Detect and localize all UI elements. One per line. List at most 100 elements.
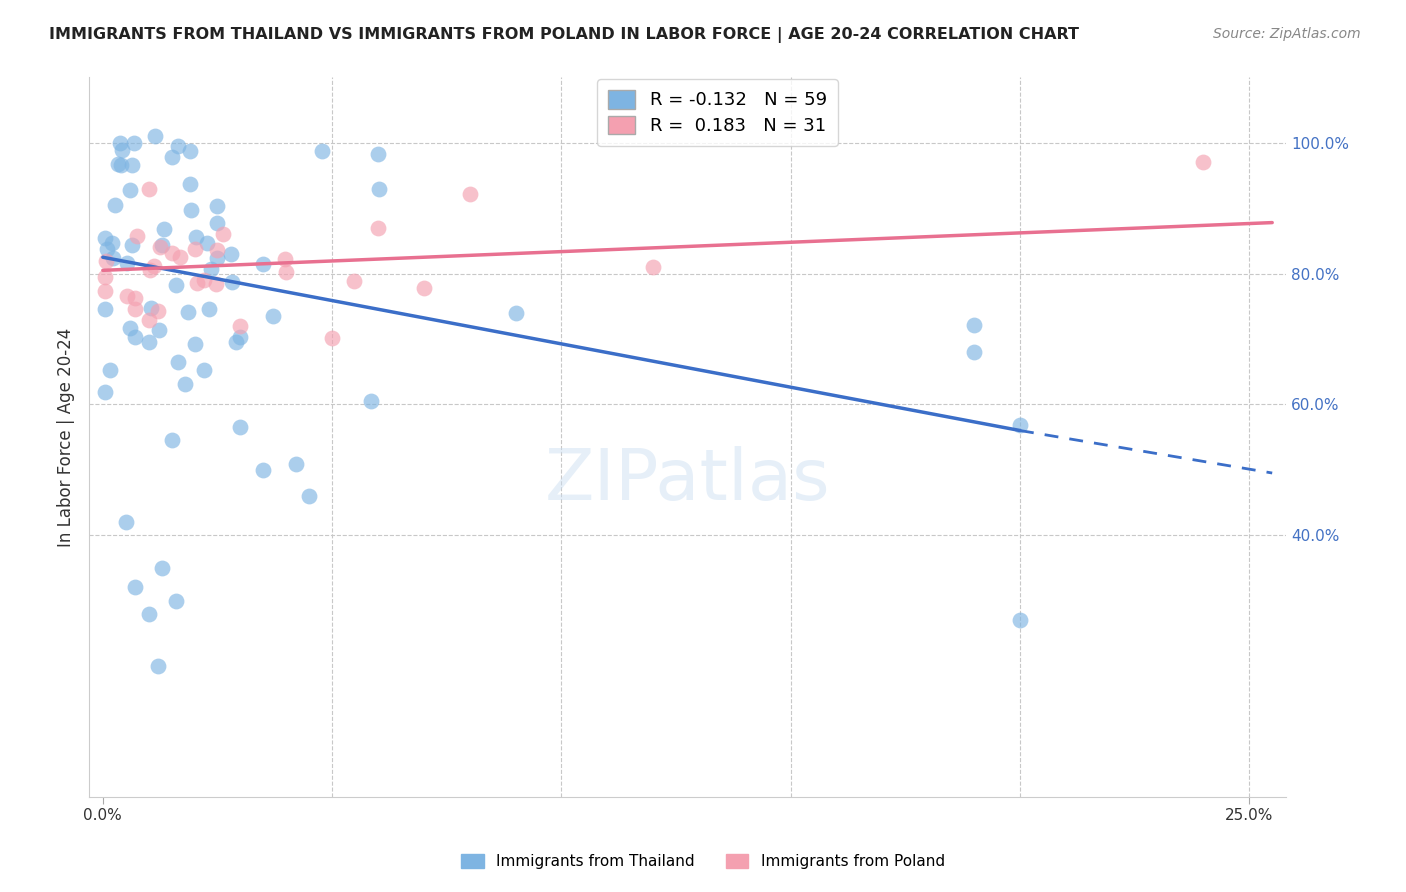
Point	[111, 143, 134, 157]
Point	[360, 394, 382, 409]
Point	[169, 251, 191, 265]
Point	[124, 302, 146, 317]
Point	[177, 305, 200, 319]
Point	[160, 246, 183, 260]
Point	[205, 199, 228, 213]
Point	[184, 230, 207, 244]
Point	[198, 301, 221, 316]
Point	[142, 260, 165, 274]
Point	[166, 355, 188, 369]
Point	[124, 291, 146, 305]
Point	[183, 242, 205, 256]
Point	[107, 156, 129, 170]
Point	[1192, 155, 1215, 169]
Point	[148, 323, 170, 337]
Point	[311, 144, 333, 158]
Point	[103, 198, 125, 212]
Point	[121, 238, 143, 252]
Point	[229, 318, 252, 333]
Point	[143, 129, 166, 144]
Point	[138, 313, 160, 327]
Point	[94, 384, 117, 399]
Point	[274, 252, 297, 266]
Point	[963, 318, 986, 332]
Point	[160, 150, 183, 164]
Point	[103, 251, 125, 265]
Point	[252, 257, 274, 271]
Point	[127, 228, 149, 243]
Point	[200, 261, 222, 276]
Point	[367, 182, 389, 196]
Point	[139, 301, 162, 315]
Point	[229, 420, 252, 434]
Point	[963, 345, 986, 359]
Point	[115, 288, 138, 302]
Point	[114, 515, 136, 529]
Point	[110, 158, 132, 172]
Point	[412, 281, 434, 295]
Point	[298, 489, 321, 503]
Point	[219, 247, 242, 261]
Point	[252, 463, 274, 477]
Legend: R = -0.132   N = 59, R =  0.183   N = 31: R = -0.132 N = 59, R = 0.183 N = 31	[598, 79, 838, 146]
Text: IMMIGRANTS FROM THAILAND VS IMMIGRANTS FROM POLAND IN LABOR FORCE | AGE 20-24 CO: IMMIGRANTS FROM THAILAND VS IMMIGRANTS F…	[49, 27, 1080, 43]
Text: ZIPatlas: ZIPatlas	[544, 446, 831, 515]
Point	[118, 321, 141, 335]
Point	[152, 237, 174, 252]
Point	[321, 331, 343, 345]
Point	[108, 136, 131, 150]
Point	[225, 335, 247, 350]
Point	[221, 275, 243, 289]
Point	[195, 235, 218, 250]
Point	[205, 277, 228, 291]
Point	[229, 330, 252, 344]
Point	[205, 217, 228, 231]
Point	[207, 252, 229, 266]
Point	[193, 363, 215, 377]
Point	[276, 264, 298, 278]
Point	[166, 139, 188, 153]
Point	[505, 306, 527, 320]
Point	[180, 203, 202, 218]
Point	[367, 221, 389, 235]
Point	[94, 301, 117, 316]
Point	[458, 187, 481, 202]
Point	[124, 581, 146, 595]
Point	[138, 263, 160, 277]
Point	[124, 330, 146, 344]
Point	[153, 221, 176, 235]
Point	[94, 270, 117, 285]
Point	[183, 337, 205, 351]
Point	[207, 243, 229, 257]
Point	[186, 276, 208, 290]
Point	[94, 253, 117, 268]
Point	[146, 304, 169, 318]
Point	[1008, 418, 1031, 433]
Point	[174, 376, 197, 391]
Point	[138, 335, 160, 350]
Point	[367, 147, 389, 161]
Point	[121, 159, 143, 173]
Point	[179, 144, 201, 158]
Point	[149, 240, 172, 254]
Point	[117, 256, 139, 270]
Point	[212, 227, 235, 241]
Point	[138, 607, 160, 621]
Point	[179, 177, 201, 191]
Point	[118, 183, 141, 197]
Point	[122, 136, 145, 150]
Point	[152, 561, 174, 575]
Point	[101, 235, 124, 250]
Point	[96, 243, 118, 257]
Legend: Immigrants from Thailand, Immigrants from Poland: Immigrants from Thailand, Immigrants fro…	[456, 848, 950, 875]
Text: Source: ZipAtlas.com: Source: ZipAtlas.com	[1213, 27, 1361, 41]
Point	[343, 274, 366, 288]
Point	[165, 278, 187, 293]
Point	[98, 363, 121, 377]
Point	[643, 260, 665, 274]
Point	[262, 309, 284, 323]
Point	[165, 593, 187, 607]
Point	[138, 182, 160, 196]
Point	[94, 231, 117, 245]
Point	[146, 659, 169, 673]
